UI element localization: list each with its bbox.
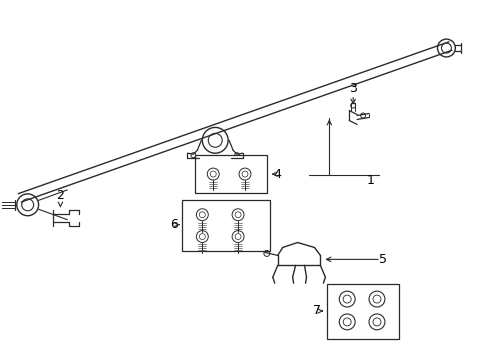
Text: 3: 3: [349, 82, 357, 95]
Bar: [327, 284, 399, 339]
Text: 7: 7: [314, 305, 321, 318]
Text: 5: 5: [379, 253, 387, 266]
Text: 1: 1: [367, 174, 375, 186]
Text: 4: 4: [274, 167, 282, 181]
Bar: [196, 155, 267, 193]
Text: 6: 6: [171, 218, 178, 231]
Bar: [182, 200, 270, 251]
Text: 2: 2: [56, 189, 64, 202]
